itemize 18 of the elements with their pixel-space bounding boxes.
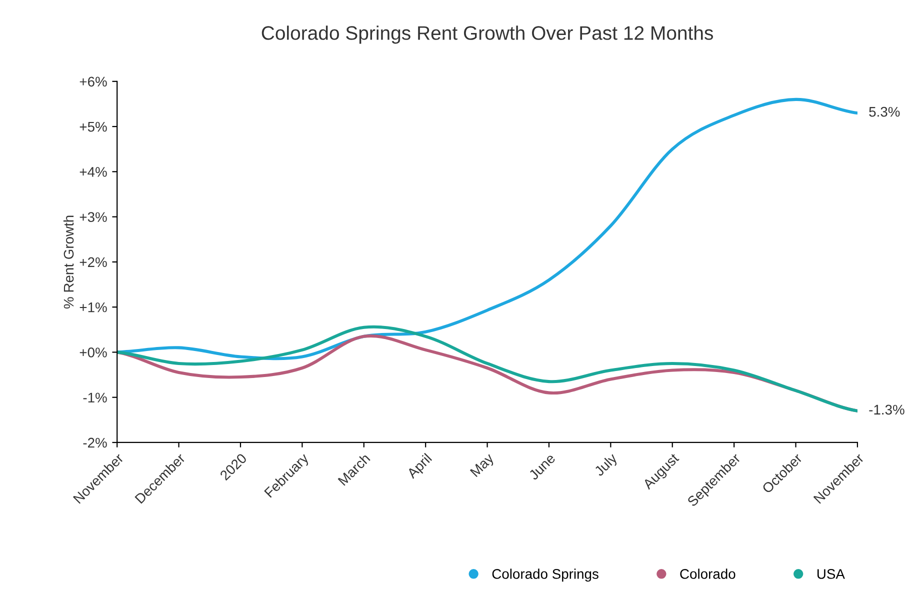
legend-label: Colorado Springs bbox=[492, 568, 598, 582]
data-label: -1.3% bbox=[869, 404, 904, 415]
y-tick-label: +2% bbox=[80, 257, 107, 268]
y-tick-label: +6% bbox=[80, 76, 107, 87]
x-tick-label: July bbox=[593, 452, 620, 479]
y-tick-label: -2% bbox=[83, 438, 107, 448]
y-axis-title: % Rent Growth bbox=[63, 216, 74, 309]
y-tick-label: +4% bbox=[80, 167, 107, 177]
legend-label: Colorado bbox=[680, 568, 736, 579]
y-tick-label: +0% bbox=[80, 348, 107, 358]
y-tick-label: +3% bbox=[80, 212, 107, 222]
y-tick-label: -1% bbox=[83, 392, 107, 402]
chart-title: Colorado Springs Rent Growth Over Past 12 Months bbox=[262, 26, 714, 44]
y-tick-label: +5% bbox=[80, 122, 107, 132]
x-tick-label: May bbox=[470, 452, 496, 480]
data-label: 5.3% bbox=[869, 106, 900, 117]
y-tick-label: +1% bbox=[80, 302, 107, 312]
legend-label: USA bbox=[817, 569, 845, 579]
